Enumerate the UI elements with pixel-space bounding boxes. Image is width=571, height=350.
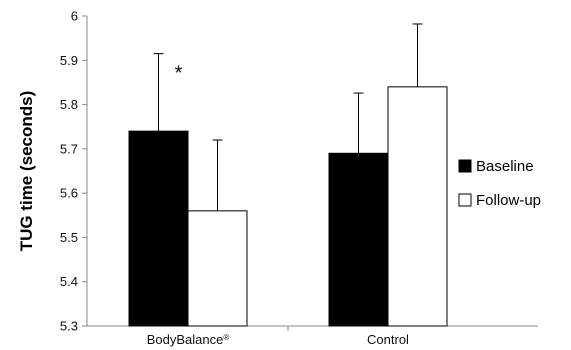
legend-swatch bbox=[458, 193, 472, 207]
y-tick-label: 5.6 bbox=[60, 186, 78, 201]
error-bars bbox=[153, 23, 423, 211]
y-tick-label: 5.4 bbox=[60, 274, 78, 289]
legend-label: Follow-up bbox=[476, 192, 541, 209]
bar-follow-up bbox=[387, 86, 448, 327]
bar-baseline bbox=[128, 130, 189, 327]
axes: 5.3 5.4 5.5 5.6 5.7 5.8 5.9 6 BodyBalance® Contro… bbox=[60, 9, 538, 347]
y-tick-label: 5.5 bbox=[60, 230, 78, 245]
x-tick-label: BodyBalance® bbox=[147, 332, 230, 347]
y-tick-label: 5.7 bbox=[60, 141, 78, 156]
x-tick-label-text: BodyBalance bbox=[147, 332, 224, 347]
y-tick-label: 5.8 bbox=[60, 97, 78, 112]
x-tick-label: Control bbox=[367, 332, 409, 347]
legend: Baseline Follow-up bbox=[458, 158, 541, 209]
bars bbox=[128, 86, 448, 327]
legend-label: Baseline bbox=[476, 158, 534, 175]
y-tick-label: 5.9 bbox=[60, 53, 78, 68]
y-tick-label: 6 bbox=[71, 9, 78, 24]
bar-baseline bbox=[328, 152, 389, 327]
x-tick-label-superscript: ® bbox=[223, 333, 229, 342]
legend-swatch bbox=[458, 159, 472, 173]
bar-follow-up bbox=[187, 210, 248, 327]
x-tick-label-text: Control bbox=[367, 332, 409, 347]
y-axis-label: TUG time (seconds) bbox=[17, 91, 36, 252]
significance-marker: * bbox=[175, 63, 183, 85]
annotations: * bbox=[175, 63, 183, 85]
y-tick-label: 5.3 bbox=[60, 319, 78, 334]
